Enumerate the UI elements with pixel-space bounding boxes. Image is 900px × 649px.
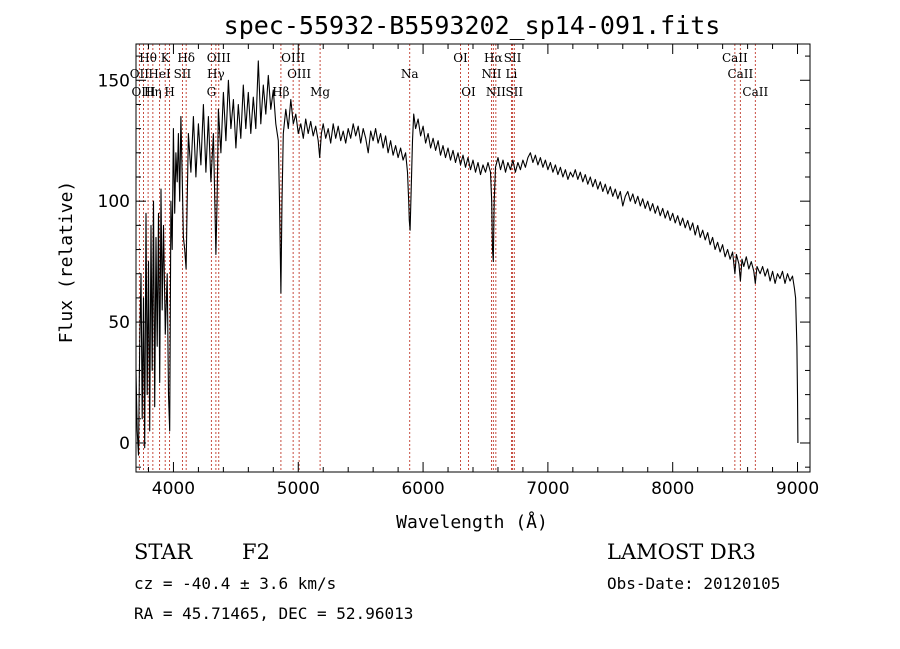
spectral-line-label: Hθ: [139, 51, 157, 65]
object-class: STAR: [134, 540, 193, 564]
spectral-line-label: OIII: [207, 51, 231, 65]
x-tick-label: 7000: [526, 479, 569, 499]
x-tick-label: 4000: [152, 479, 195, 499]
spectral-line-label: HeI: [148, 67, 171, 81]
y-tick-label: 0: [119, 434, 130, 454]
x-tick-label: 9000: [776, 479, 819, 499]
spectral-line-label: NII: [481, 67, 501, 81]
x-tick-label: 5000: [277, 479, 320, 499]
x-tick-label: 8000: [651, 479, 694, 499]
redshift-velocity: cz = -40.4 ± 3.6 km/s: [134, 574, 336, 593]
y-tick-label: 50: [108, 313, 130, 333]
spectral-line-label: SII: [505, 85, 523, 99]
survey-name: LAMOST DR3: [607, 540, 756, 564]
spectral-line-markers: [138, 44, 756, 472]
x-axis-ticks: 4000 5000 6000 7000 8000 9000: [147, 44, 819, 499]
spectral-line-label: Hδ: [177, 51, 195, 65]
spectral-line-label: H: [164, 85, 174, 99]
spectral-line-label: Mg: [310, 85, 330, 99]
spectral-line-label: CaII: [727, 67, 753, 81]
spectral-line-label: OI: [453, 51, 468, 65]
observation-date: Obs-Date: 20120105: [607, 574, 780, 593]
spectral-line-label: OII: [130, 67, 150, 81]
spectral-line-label: NII: [486, 85, 506, 99]
spectral-line-label: G: [207, 85, 217, 99]
chart-title: spec-55932-B5593202_sp14-091.fits: [224, 11, 721, 40]
x-axis-label: Wavelength (Å): [396, 511, 548, 533]
spectral-line-label: Na: [401, 67, 419, 81]
spectral-line-label: Hη: [144, 85, 162, 99]
sky-coordinates: RA = 45.71465, DEC = 52.96013: [134, 604, 413, 623]
y-tick-label: 150: [98, 71, 130, 91]
spectral-line-label: OI: [461, 85, 476, 99]
y-tick-label: 100: [98, 192, 130, 212]
y-axis-ticks: 0 50 100 150: [98, 55, 810, 468]
spectral-line-label: Li: [506, 67, 518, 81]
spectral-line-label: Hβ: [272, 85, 289, 99]
spectral-line-label: SII: [174, 67, 192, 81]
spectral-line-label: OIII: [281, 51, 305, 65]
spectral-line-label: Hγ: [207, 67, 225, 81]
spectral-line-label: CaII: [742, 85, 768, 99]
spectral-line-label: SII: [504, 51, 522, 65]
y-axis-label: Flux (relative): [56, 181, 77, 344]
object-subclass: F2: [242, 540, 270, 564]
x-tick-label: 6000: [401, 479, 444, 499]
spectral-line-label: OIII: [287, 67, 311, 81]
spectral-line-label: CaII: [722, 51, 748, 65]
spectral-line-label: K: [161, 51, 171, 65]
plot-frame: [135, 43, 811, 473]
spectral-line-label: OIII: [131, 85, 155, 99]
spectrum-series-line: [135, 60, 799, 456]
spectral-line-label: Hα: [484, 51, 503, 65]
